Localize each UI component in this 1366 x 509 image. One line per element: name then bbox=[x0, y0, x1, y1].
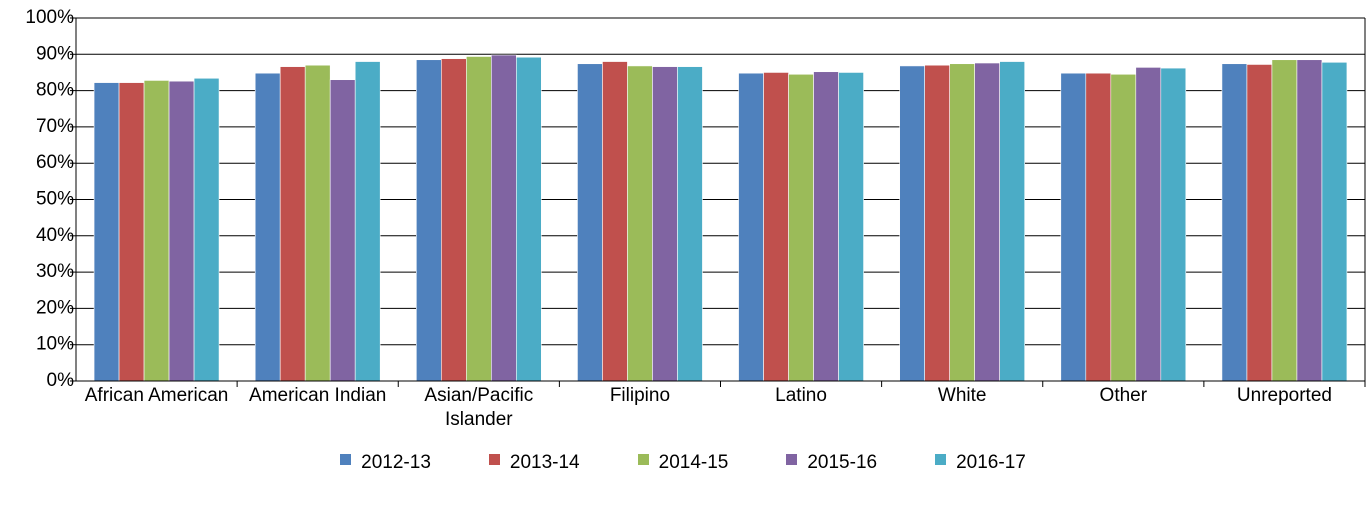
y-tick-label: 60% bbox=[36, 152, 74, 173]
bar bbox=[1221, 63, 1248, 382]
bar bbox=[1060, 72, 1087, 382]
bar bbox=[1135, 67, 1162, 382]
bar bbox=[441, 58, 467, 382]
bar bbox=[516, 56, 542, 382]
bar bbox=[466, 56, 492, 382]
bar bbox=[143, 80, 170, 382]
bar bbox=[93, 82, 120, 382]
y-tick-label: 20% bbox=[36, 297, 74, 318]
bar bbox=[813, 71, 839, 382]
legend-swatch bbox=[340, 453, 352, 465]
y-tick-label: 100% bbox=[25, 7, 74, 28]
bar bbox=[193, 77, 220, 382]
bar bbox=[924, 64, 950, 382]
legend-label: 2016-17 bbox=[956, 452, 1026, 473]
legend-label: 2015-16 bbox=[807, 452, 878, 473]
bar bbox=[999, 61, 1025, 382]
bar bbox=[677, 66, 703, 382]
bar bbox=[254, 72, 281, 382]
bar bbox=[304, 64, 331, 382]
y-tick-label: 80% bbox=[36, 80, 74, 101]
y-tick-label: 0% bbox=[47, 370, 75, 391]
legend-item: 2016-17 bbox=[935, 452, 1026, 474]
bar bbox=[118, 82, 145, 382]
bar bbox=[602, 61, 628, 382]
legend-swatch bbox=[488, 453, 500, 465]
x-tick-label: Latino bbox=[775, 385, 827, 406]
bar bbox=[577, 63, 603, 382]
y-tick-label: 70% bbox=[36, 116, 74, 137]
legend-swatch bbox=[637, 453, 649, 465]
bar bbox=[1110, 73, 1137, 382]
x-tick-label: White bbox=[937, 385, 987, 406]
bar bbox=[1085, 72, 1112, 382]
y-tick-label: 40% bbox=[36, 225, 74, 246]
x-tick-label: American Indian bbox=[249, 385, 387, 406]
bar bbox=[652, 66, 678, 382]
bar bbox=[974, 62, 1000, 382]
x-tick-label: Unreported bbox=[1236, 385, 1332, 406]
legend-item: 2013-14 bbox=[488, 452, 580, 474]
x-tick-label: African American bbox=[84, 385, 229, 406]
x-tick-label: Other bbox=[1099, 385, 1148, 406]
bar bbox=[738, 72, 764, 382]
bar bbox=[627, 65, 653, 382]
bar bbox=[329, 79, 356, 382]
bar bbox=[788, 73, 814, 382]
bar bbox=[1160, 67, 1187, 382]
bar bbox=[416, 59, 442, 382]
legend-label: 2012-13 bbox=[361, 452, 431, 473]
bar bbox=[1296, 59, 1323, 382]
bar bbox=[1321, 61, 1348, 382]
bar bbox=[763, 72, 789, 382]
y-tick-label: 30% bbox=[36, 261, 74, 282]
y-tick-label: 50% bbox=[36, 189, 74, 210]
x-tick-label: Filipino bbox=[609, 385, 671, 406]
x-tick-label: Asian/Pacific Islander bbox=[424, 385, 534, 430]
legend-item: 2015-16 bbox=[786, 452, 877, 474]
bar bbox=[168, 80, 195, 382]
bar bbox=[279, 66, 306, 382]
bar bbox=[949, 63, 975, 382]
legend-label: 2013-14 bbox=[509, 452, 580, 473]
bar bbox=[899, 65, 925, 382]
bar bbox=[354, 61, 381, 382]
legend-swatch bbox=[786, 453, 798, 465]
bar bbox=[1271, 59, 1298, 382]
legend-label: 2014-15 bbox=[658, 452, 729, 473]
y-tick-label: 10% bbox=[36, 334, 74, 355]
legend-swatch bbox=[935, 453, 947, 465]
legend: 2012-13 2013-14 2014-15 2015-16 2016-17 bbox=[0, 452, 1366, 474]
legend-item: 2014-15 bbox=[637, 452, 729, 474]
bar bbox=[1246, 64, 1273, 382]
bar bbox=[838, 72, 864, 382]
y-tick-label: 90% bbox=[36, 43, 74, 64]
legend-item: 2012-13 bbox=[340, 452, 431, 474]
bar bbox=[491, 54, 517, 382]
